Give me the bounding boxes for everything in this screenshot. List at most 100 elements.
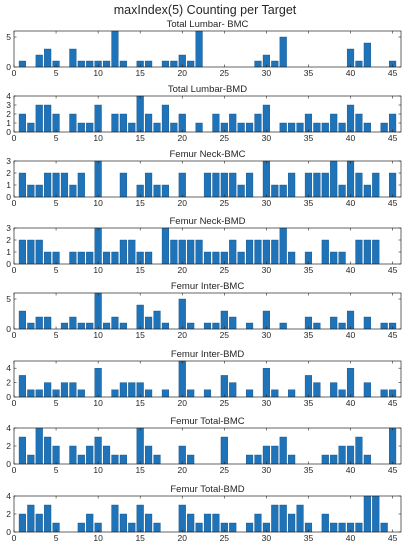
bar (94, 227, 102, 265)
bar (35, 184, 43, 198)
y-tick-label: 0 (6, 192, 11, 202)
bar (111, 30, 119, 68)
x-tick-label: 0 (12, 398, 17, 408)
bar (18, 239, 26, 265)
bar (52, 172, 60, 198)
bar (153, 522, 161, 533)
y-tick-label: 4 (6, 363, 11, 373)
bar (170, 60, 178, 68)
bar (245, 122, 254, 133)
bar (128, 522, 136, 533)
bar (279, 227, 287, 265)
bar (212, 513, 220, 533)
bar (279, 322, 287, 330)
bar (346, 48, 355, 68)
x-tick-label: 45 (388, 533, 398, 543)
bar (187, 239, 195, 265)
x-tick-label: 10 (93, 133, 103, 143)
bar (35, 239, 43, 265)
x-tick-label: 0 (12, 465, 17, 475)
bar (363, 316, 371, 330)
bar (220, 310, 228, 330)
bar (355, 239, 363, 265)
bar (170, 122, 178, 133)
bar (69, 316, 77, 330)
y-tick-label: 0 (6, 459, 11, 469)
axes-box (13, 227, 402, 265)
x-tick-label: 40 (346, 265, 356, 275)
bar (338, 184, 346, 198)
bar (338, 445, 346, 465)
subplot: Femur Inter-BMC 0 5 10 15 20 25 30 35 40 45 0 5 (6, 281, 402, 340)
bar (296, 504, 304, 533)
x-tick-label: 15 (135, 198, 145, 208)
x-tick-label: 15 (135, 465, 145, 475)
bar (195, 122, 203, 133)
bar (27, 454, 35, 465)
x-tick-label: 35 (304, 198, 314, 208)
bar (313, 122, 321, 133)
bar (254, 113, 262, 133)
x-tick-label: 10 (93, 265, 103, 275)
bar (363, 122, 371, 133)
axes-box (13, 360, 402, 398)
bar (229, 113, 237, 133)
x-tick-label: 40 (346, 133, 356, 143)
bar (119, 60, 127, 68)
y-tick-label: 2 (6, 509, 11, 519)
x-tick-label: 45 (388, 398, 398, 408)
bar (288, 172, 296, 198)
bar (363, 454, 371, 465)
y-tick-label: 3 (6, 156, 11, 166)
bar (145, 172, 153, 198)
bar (304, 375, 313, 398)
bar (161, 60, 170, 68)
bar (111, 251, 119, 265)
bar (86, 445, 94, 465)
y-tick-label: 1 (6, 180, 11, 190)
bar (346, 445, 355, 465)
bar (220, 375, 228, 398)
y-tick-label: 0 (6, 324, 11, 334)
bar (161, 227, 170, 265)
bar (321, 239, 329, 265)
bar (355, 172, 363, 198)
bar (128, 382, 136, 398)
y-tick-label: 3 (6, 223, 11, 233)
bar (136, 427, 144, 465)
bar (229, 172, 237, 198)
bar (18, 60, 26, 68)
x-tick-label: 35 (304, 330, 314, 340)
bar (60, 382, 69, 398)
bar (245, 389, 254, 398)
bar (254, 60, 262, 68)
bar (111, 113, 119, 133)
bar (27, 122, 35, 133)
x-tick-label: 40 (346, 533, 356, 543)
bar (355, 522, 363, 533)
x-tick-label: 5 (54, 465, 59, 475)
bar (271, 184, 279, 198)
x-tick-label: 30 (262, 533, 272, 543)
x-tick-label: 30 (262, 465, 272, 475)
bar (27, 504, 35, 533)
bar (313, 172, 321, 198)
bar (35, 513, 43, 533)
x-tick-label: 15 (135, 133, 145, 143)
bar (346, 104, 355, 133)
x-tick-label: 45 (388, 68, 398, 78)
x-tick-label: 25 (220, 265, 230, 275)
bar (279, 184, 287, 198)
bar (372, 495, 380, 533)
bar (187, 454, 195, 465)
x-tick-label: 20 (178, 465, 188, 475)
y-tick-label: 5 (6, 294, 11, 304)
x-tick-label: 25 (220, 330, 230, 340)
subplot-title: Femur Neck-BMD (169, 216, 245, 227)
bar (271, 239, 279, 265)
bar (119, 322, 127, 330)
bar (330, 454, 338, 465)
y-tick-label: 3 (6, 100, 11, 110)
bar (203, 389, 212, 398)
